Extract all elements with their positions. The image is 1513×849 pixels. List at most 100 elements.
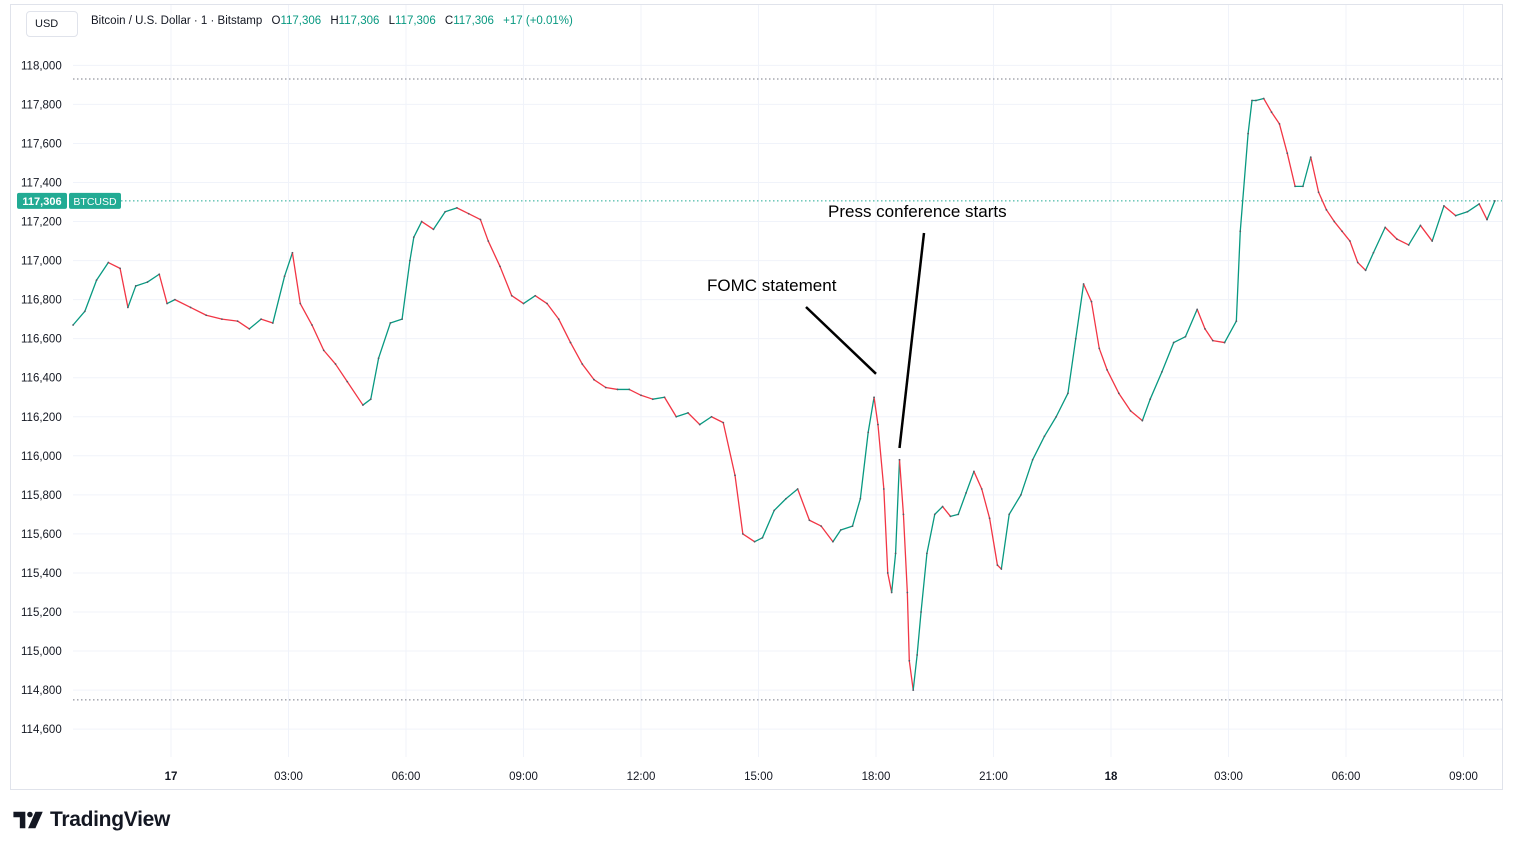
- price-point: [1239, 230, 1242, 233]
- price-segment: [1223, 320, 1237, 344]
- price-segment: [334, 363, 348, 383]
- price-point: [877, 423, 879, 426]
- price-segment: [675, 412, 689, 418]
- price-segment: [1118, 392, 1132, 412]
- price-segment: [72, 310, 86, 326]
- price-segment: [1255, 97, 1265, 102]
- price-point: [1031, 458, 1034, 461]
- price-point: [534, 294, 537, 297]
- price-segment: [1349, 240, 1359, 264]
- price-segment: [1204, 328, 1214, 342]
- price-segment: [867, 396, 875, 434]
- price-point: [479, 218, 482, 221]
- price-segment: [409, 236, 415, 262]
- price-segment: [1341, 230, 1351, 242]
- price-segment: [1310, 156, 1320, 193]
- price-segment: [996, 564, 1002, 570]
- price-segment: [1008, 494, 1022, 516]
- price-point: [401, 318, 403, 321]
- price-point: [271, 322, 274, 324]
- price-point: [1055, 415, 1058, 418]
- price-point: [412, 236, 415, 239]
- price-segment: [605, 386, 619, 391]
- instrument-title[interactable]: Bitcoin / U.S. Dollar · 1 · Bitstamp: [91, 15, 263, 27]
- price-point: [107, 261, 110, 264]
- price-segment: [1396, 238, 1410, 246]
- price-point: [796, 488, 799, 490]
- y-tick-label: 114,800: [21, 685, 62, 697]
- y-axis[interactable]: 118,000 117,800 117,600 117,400 117,200 117,0…: [21, 60, 62, 736]
- price-point: [616, 388, 619, 391]
- chart-canvas[interactable]: FOMC statement Press conference starts 11…: [11, 5, 1502, 789]
- price-point: [675, 415, 678, 418]
- price-segment: [522, 295, 536, 305]
- price-point: [753, 540, 756, 543]
- change-value: +17 (+0.01%): [503, 15, 573, 27]
- price-segment: [1184, 308, 1198, 338]
- price-segment: [883, 488, 889, 574]
- price-point: [444, 210, 447, 213]
- price-segment: [934, 505, 944, 516]
- price-point: [467, 212, 470, 215]
- open-label: O: [271, 15, 281, 27]
- y-tick-label: 116,400: [21, 373, 62, 385]
- price-segment: [973, 470, 983, 490]
- price-segment: [272, 275, 286, 324]
- price-point: [299, 302, 302, 305]
- x-axis[interactable]: 17 03:00 06:00 09:00 12:00 15:00 18:00 21:00 18 0…: [165, 771, 1478, 783]
- price-point: [710, 415, 713, 418]
- price-point: [1172, 341, 1175, 344]
- price-point: [1302, 185, 1304, 188]
- price-point: [687, 411, 689, 414]
- price-segment: [785, 488, 799, 500]
- price-tag-box: [17, 192, 67, 209]
- price-point: [722, 421, 725, 424]
- price-point: [1349, 240, 1351, 242]
- price-segment: [174, 298, 192, 309]
- price-point: [1384, 226, 1387, 229]
- tradingview-brand[interactable]: TradingView: [12, 808, 170, 832]
- price-segment: [127, 285, 137, 309]
- price-segment: [891, 552, 897, 594]
- price-point: [1067, 392, 1069, 395]
- price-segment: [1020, 459, 1034, 496]
- price-point: [1431, 240, 1434, 242]
- price-segment: [1129, 410, 1143, 422]
- price-point: [920, 611, 922, 613]
- price-point: [734, 474, 736, 477]
- price-segment: [652, 396, 666, 400]
- price-segment: [988, 517, 999, 566]
- price-point: [189, 306, 192, 309]
- price-segment: [1082, 283, 1093, 303]
- annotation-pointer: [898, 232, 926, 449]
- price-point: [158, 273, 161, 276]
- price-point: [260, 318, 262, 321]
- price-point: [882, 488, 885, 490]
- price-point: [369, 398, 372, 401]
- y-tick-label: 117,400: [21, 177, 62, 189]
- price-segment: [894, 459, 901, 555]
- currency-selector[interactable]: USD: [26, 11, 78, 37]
- chart-legend: Bitcoin / U.S. Dollar · 1 · Bitstamp O11…: [91, 15, 573, 27]
- price-point: [1396, 238, 1398, 241]
- price-point: [1211, 339, 1214, 342]
- price-point: [1278, 123, 1281, 125]
- price-segment: [902, 513, 908, 594]
- price-segment: [479, 218, 489, 242]
- price-segment: [663, 396, 677, 418]
- price-segment: [1098, 347, 1108, 371]
- price-point: [628, 388, 631, 391]
- price-point: [557, 318, 560, 321]
- price-point: [1325, 208, 1328, 211]
- price-point: [334, 363, 337, 365]
- grid: [73, 5, 1502, 757]
- price-point: [1333, 220, 1336, 223]
- y-tick-label: 115,400: [21, 568, 62, 580]
- price-point: [698, 423, 701, 426]
- price-tag-value: 117,306: [22, 196, 61, 208]
- price-point: [898, 458, 901, 461]
- price-point: [741, 533, 744, 535]
- price-point: [1251, 99, 1253, 102]
- price-point: [499, 265, 501, 268]
- price-segment: [912, 654, 918, 691]
